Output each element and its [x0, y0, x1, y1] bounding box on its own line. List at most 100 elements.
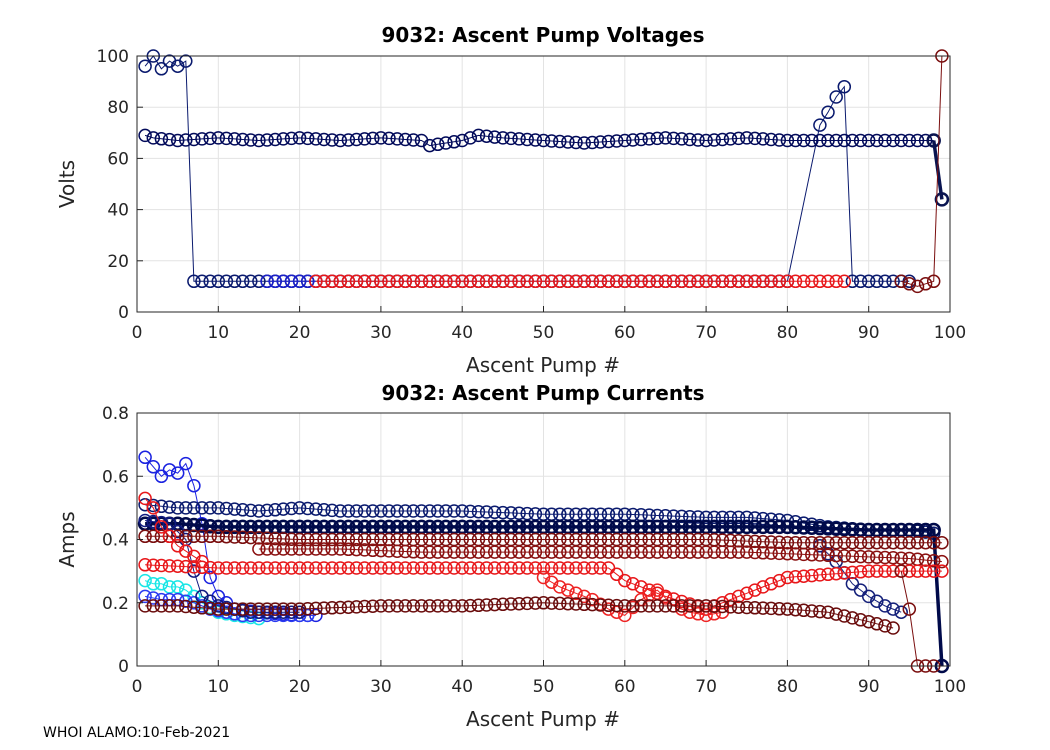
data-point [707, 599, 721, 613]
data-point [707, 510, 721, 525]
data-point [479, 545, 494, 559]
data-point [642, 274, 656, 289]
data-point [406, 133, 421, 147]
data-point [179, 501, 193, 515]
data-point [187, 600, 201, 614]
data-point [431, 561, 445, 575]
data-point [349, 532, 364, 547]
data-point [853, 274, 868, 289]
data-point [829, 566, 843, 581]
data-point [496, 545, 510, 559]
data-point [292, 532, 307, 547]
data-point [431, 137, 445, 152]
data-point [496, 561, 510, 575]
data-point [252, 542, 266, 556]
data-point [431, 545, 445, 559]
data-point [650, 583, 665, 597]
data-point [284, 602, 299, 616]
data-point [609, 134, 624, 148]
data-point [333, 542, 348, 556]
data-point [845, 522, 860, 537]
data-point [756, 580, 770, 594]
data-point [601, 598, 616, 613]
data-point [219, 274, 234, 289]
x-tick-label: 10 [207, 677, 229, 697]
data-point [821, 548, 835, 563]
data-point [235, 530, 250, 545]
data-point [170, 466, 185, 480]
data-point [496, 505, 510, 520]
y-tick-label: 0 [118, 657, 129, 677]
data-point [861, 614, 876, 629]
data-point [861, 550, 876, 564]
data-point [520, 132, 534, 147]
data-point [260, 602, 274, 616]
data-point [471, 561, 486, 575]
data-point [406, 504, 421, 518]
data-point [146, 591, 161, 605]
data-point [813, 604, 827, 619]
current-chart-title: 9032: Ascent Pump Currents [381, 381, 704, 405]
data-point [674, 132, 689, 146]
data-point [569, 135, 583, 150]
data-point [683, 599, 697, 613]
data-point [553, 596, 567, 611]
data-point [731, 545, 746, 559]
series-low-12-v-red- [309, 274, 852, 289]
data-point [398, 544, 413, 559]
data-point [463, 131, 478, 145]
data-point [154, 132, 169, 146]
data-point [666, 592, 681, 606]
data-point [861, 535, 876, 550]
data-point [715, 132, 730, 147]
data-point [447, 561, 461, 575]
data-point [138, 450, 152, 465]
data-point [317, 542, 331, 556]
data-point [870, 594, 884, 608]
y-tick-label: 40 [107, 201, 129, 221]
current-chart: 9032: Ascent Pump Currents 0 10 20 30 40 50 60… [55, 381, 966, 731]
data-point [471, 128, 486, 143]
data-point [276, 561, 291, 575]
data-point [341, 504, 356, 518]
data-point [650, 599, 665, 613]
data-point [284, 501, 299, 516]
data-point [487, 561, 502, 575]
data-point [463, 504, 478, 519]
y-tick-label: 80 [107, 98, 129, 118]
data-point [260, 503, 274, 518]
data-point [349, 600, 364, 614]
data-point [666, 545, 681, 559]
data-point [821, 605, 835, 619]
data-point [276, 605, 291, 619]
data-point [853, 522, 868, 537]
data-point [195, 274, 209, 289]
series-low-12-v-blue- [260, 274, 323, 289]
data-point [195, 554, 209, 569]
data-point [772, 274, 787, 289]
data-point [146, 577, 161, 591]
data-point [796, 133, 811, 148]
data-point [487, 505, 502, 520]
data-point [601, 602, 616, 616]
series-dark-red-0-36 [252, 542, 949, 569]
data-point [422, 545, 437, 559]
data-point [276, 532, 291, 546]
series-nominal-68-v [138, 128, 941, 153]
data-point [244, 133, 258, 147]
data-point [536, 274, 551, 289]
data-point [187, 132, 201, 147]
data-point [187, 529, 201, 544]
data-point [292, 561, 307, 575]
data-point [202, 518, 218, 534]
data-point [553, 580, 567, 594]
data-point [252, 531, 266, 545]
data-point [260, 531, 274, 545]
data-point [650, 545, 665, 559]
data-point [390, 544, 404, 558]
data-point [715, 545, 730, 559]
data-point [422, 138, 437, 153]
data-point [756, 511, 770, 526]
data-point [536, 570, 551, 585]
data-point [260, 561, 274, 575]
